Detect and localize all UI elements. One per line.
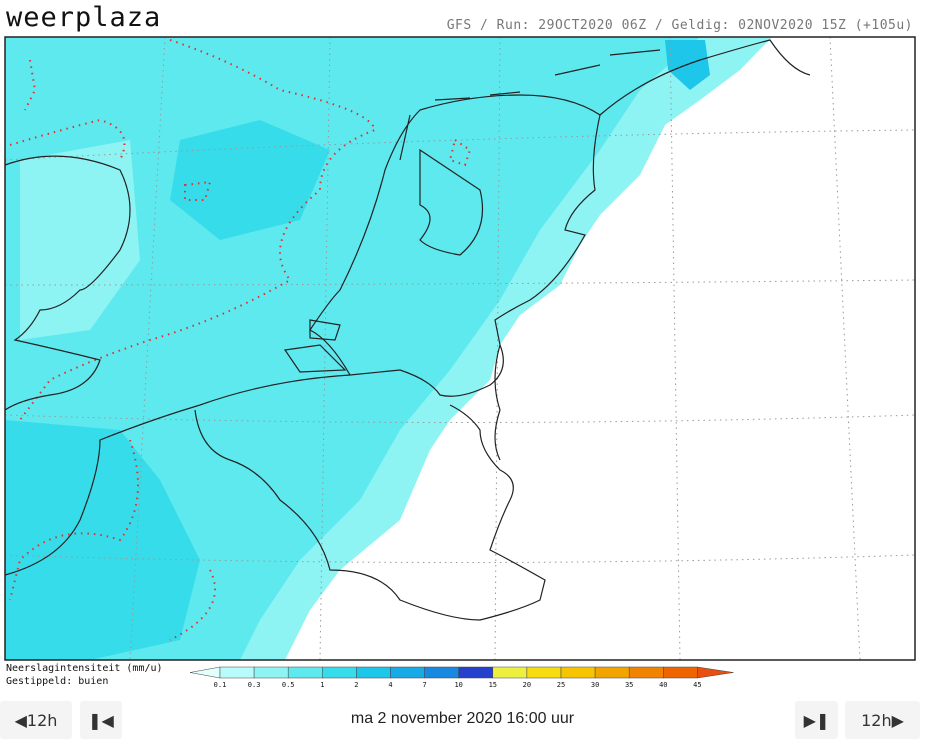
last-icon: ▶❚ (803, 710, 830, 730)
legend-label: 10 (454, 681, 462, 689)
prev-label: 12h (26, 710, 58, 730)
legend-swatch (628, 666, 664, 679)
legend-label: 40 (659, 681, 667, 689)
precip-area (170, 120, 330, 240)
prev-button[interactable]: ◀ 12h (0, 701, 72, 739)
arrow-icon: ▶ (891, 710, 904, 730)
precip-area (20, 140, 140, 340)
legend-swatch (356, 666, 391, 679)
first-button[interactable]: ❚◀ (80, 701, 122, 739)
graticule (4, 36, 916, 661)
legend-label: 0.5 (282, 681, 295, 689)
precip-area (5, 420, 200, 660)
legend-label: 20 (523, 681, 531, 689)
next-button[interactable]: 12h ▶ (845, 701, 920, 739)
first-icon: ❚◀ (88, 710, 114, 730)
legend-label: 15 (489, 681, 497, 689)
arrow-icon: ◀ (14, 710, 27, 730)
legend-swatch (458, 666, 494, 679)
legend-swatch (424, 666, 459, 679)
legend-title: Neerslagintensiteit (mm/u) (6, 663, 163, 674)
run-info: GFS / Run: 29OCT2020 06Z / Geldig: 02NOV… (446, 18, 913, 33)
legend-label: 0.1 (214, 681, 227, 689)
legend-swatch (219, 666, 255, 679)
legend-label: 30 (591, 681, 599, 689)
legend-subtitle: Gestippeld: buien (6, 676, 108, 687)
shower-contour (9, 39, 472, 641)
legend-swatch (560, 666, 596, 679)
legend-label: 25 (557, 681, 565, 689)
map-frame (4, 36, 916, 661)
legend-label: 2 (354, 681, 358, 689)
legend-label: 35 (625, 681, 633, 689)
map: Neerslagintensiteit (mm/u) Gestippeld: b… (4, 36, 916, 689)
legend-swatch (287, 666, 323, 679)
legend: 0.1 0.3 0.5 1 2 4 7 10 15 20 25 30 35 40 45 (189, 666, 734, 689)
date-label: ma 2 november 2020 16:00 uur (350, 710, 575, 727)
legend-label: 1 (320, 681, 324, 689)
legend-label: 7 (422, 681, 426, 689)
legend-swatch (390, 666, 425, 679)
legend-swatch (697, 666, 734, 679)
legend-label: 45 (693, 681, 701, 689)
last-button[interactable]: ▶❚ (795, 701, 838, 739)
logo: weerplaza (6, 2, 162, 33)
legend-swatch (492, 666, 528, 679)
legend-swatch (189, 666, 221, 679)
legend-swatch (663, 666, 698, 679)
legend-swatch (253, 666, 289, 679)
legend-swatch (594, 666, 630, 679)
legend-label: 0.3 (248, 681, 261, 689)
next-label: 12h (861, 710, 892, 730)
coastline (4, 39, 811, 621)
legend-label: 4 (388, 681, 392, 689)
legend-swatch (526, 666, 562, 679)
legend-swatch (322, 666, 357, 679)
